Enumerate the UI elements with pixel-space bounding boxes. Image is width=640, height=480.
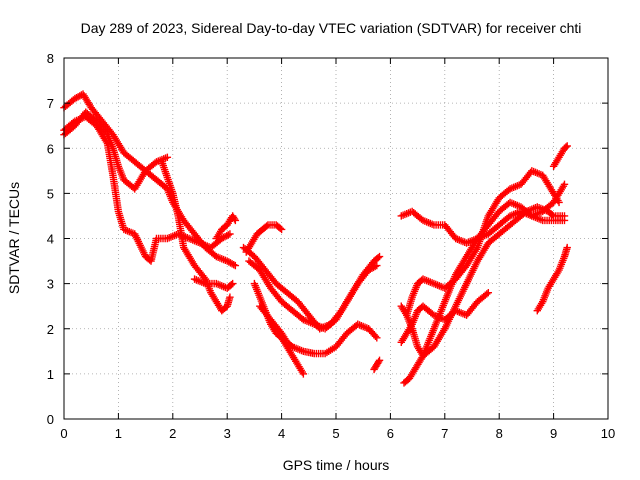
y-tick-label: 7 — [47, 96, 54, 111]
y-tick-label: 8 — [47, 51, 54, 66]
y-axis-label: SDTVAR / TECUs — [6, 182, 22, 294]
y-tick-label: 5 — [47, 186, 54, 201]
data-point — [563, 142, 571, 150]
data-point — [228, 279, 237, 288]
grid — [64, 58, 608, 419]
x-tick-label: 7 — [441, 426, 448, 441]
series-track-k — [256, 302, 381, 358]
series-track-c — [60, 112, 234, 265]
data-point — [555, 198, 563, 207]
data-point — [373, 334, 381, 342]
chart-title: Day 289 of 2023, Sidereal Day-to-day VTE… — [81, 20, 582, 36]
series-track-i — [245, 257, 381, 333]
series-track-l — [370, 356, 384, 374]
data-point — [231, 261, 240, 270]
data-point — [277, 225, 286, 234]
data-point — [299, 370, 308, 378]
x-tick-label: 3 — [224, 426, 231, 441]
x-tick-label: 5 — [332, 426, 339, 441]
data-point — [226, 230, 234, 238]
series-track-q — [403, 167, 563, 319]
x-tick-label: 1 — [115, 426, 122, 441]
series-track-s — [549, 142, 571, 170]
y-tick-label: 2 — [47, 322, 54, 337]
y-tick-label: 4 — [47, 232, 54, 247]
data-point — [163, 153, 172, 161]
axis-ticks: 0 1 2 3 4 5 6 7 8 9 10 0 1 2 3 4 5 6 7 8 — [47, 51, 615, 441]
y-tick-label: 3 — [47, 277, 54, 292]
x-tick-label: 4 — [278, 426, 285, 441]
y-tick-label: 6 — [47, 141, 54, 156]
data-point — [375, 252, 384, 261]
data-marks — [60, 90, 571, 387]
data-point — [484, 288, 493, 297]
x-tick-label: 10 — [601, 426, 615, 441]
data-point — [226, 293, 234, 301]
series-track-d — [158, 158, 234, 315]
series-track-p — [400, 180, 569, 387]
series-track-h — [239, 243, 384, 333]
data-point — [560, 180, 569, 189]
series-track-e — [190, 275, 237, 292]
data-point — [563, 243, 571, 252]
data-point — [373, 261, 381, 270]
x-tick-label: 6 — [387, 426, 394, 441]
x-tick-label: 2 — [169, 426, 176, 441]
x-axis-label: GPS time / hours — [283, 457, 390, 473]
data-point — [231, 216, 240, 225]
data-point — [560, 212, 569, 220]
y-tick-label: 1 — [47, 367, 54, 382]
series-track-f — [212, 212, 240, 243]
data-point — [375, 356, 384, 365]
series-track-r — [533, 243, 571, 315]
y-tick-label: 0 — [47, 412, 54, 427]
x-tick-label: 0 — [60, 426, 67, 441]
x-tick-label: 8 — [496, 426, 503, 441]
series-track-b — [60, 90, 240, 270]
x-tick-label: 9 — [550, 426, 557, 441]
